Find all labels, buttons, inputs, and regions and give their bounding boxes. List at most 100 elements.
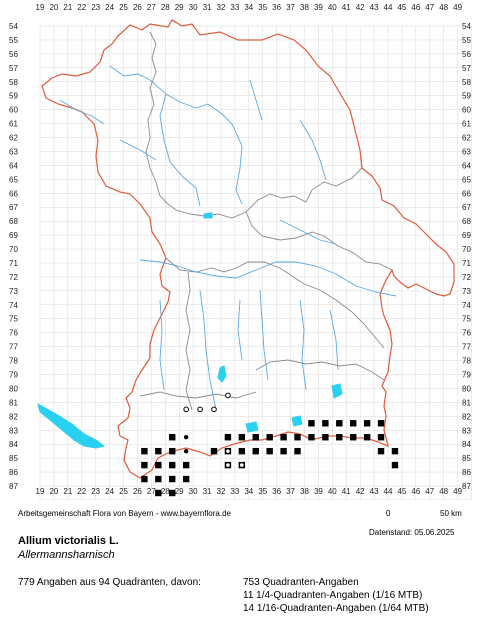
y-axis-label: 60: [462, 106, 471, 115]
x-axis-label: 31: [203, 487, 212, 496]
y-axis-label: 63: [9, 147, 18, 156]
quadrant-record: [169, 489, 176, 497]
quadrant-record: [322, 434, 329, 441]
quadrant-record: [155, 461, 162, 469]
quadrant-record: [266, 434, 273, 441]
y-axis-label: 87: [9, 482, 18, 491]
sixteenth-quadrant-record: [197, 406, 203, 413]
y-axis-label: 74: [462, 301, 471, 310]
y-axis-label: 74: [9, 301, 18, 310]
y-axis-label: 86: [9, 468, 18, 477]
stat-total: 779 Angaben aus 94 Quadranten, davon:: [18, 577, 201, 588]
x-axis-label: 42: [356, 3, 365, 12]
quadrant-record: [182, 475, 190, 483]
quadrant-record: [141, 461, 148, 469]
quadrant-record: [294, 434, 301, 441]
y-axis-label: 82: [9, 412, 18, 421]
y-axis-label: 54: [462, 22, 471, 31]
scale-fifty: 50 km: [440, 509, 462, 518]
y-axis-label: 68: [462, 217, 471, 226]
x-axis-label: 23: [91, 487, 100, 496]
y-axis-label: 83: [462, 426, 471, 435]
y-axis-label: 79: [9, 371, 18, 380]
sixteenth-quadrant-record: [239, 462, 245, 468]
y-axis-label: 58: [9, 78, 18, 87]
x-axis-label: 24: [105, 3, 114, 12]
y-axis-label: 70: [462, 245, 471, 254]
y-axis-label: 77: [462, 343, 471, 352]
y-axis-label: 64: [9, 161, 18, 170]
y-axis-label: 58: [462, 78, 471, 87]
x-axis-label: 37: [286, 3, 295, 12]
y-axis-label: 81: [9, 398, 18, 407]
x-axis-label: 39: [314, 487, 323, 496]
quadrant-record: [350, 434, 357, 441]
y-axis-label: 78: [9, 357, 18, 366]
y-axis-label: 62: [462, 134, 471, 143]
quadrant-record: [169, 475, 176, 483]
quadrant-record: [252, 447, 259, 455]
quadrant-record: [336, 420, 343, 427]
quarter-quadrant-record: [183, 435, 189, 440]
occurrence-marks: [141, 392, 399, 497]
x-axis-label: 26: [133, 3, 142, 12]
x-axis-label: 34: [244, 487, 253, 496]
sixteenth-quadrant-record: [183, 406, 189, 413]
quadrant-record: [377, 420, 385, 427]
quadrant-record: [336, 434, 343, 441]
y-axis-label: 85: [462, 454, 471, 463]
data-date: Datenstand: 05.06.2025: [369, 528, 455, 537]
x-axis-label: 30: [189, 3, 198, 12]
sixteenth-quadrant-record: [225, 448, 231, 454]
x-axis-label: 32: [217, 3, 226, 12]
x-axis-label: 41: [342, 3, 351, 12]
x-axis-label: 35: [258, 3, 267, 12]
y-axis-label: 76: [9, 329, 18, 338]
quadrant-record: [391, 461, 399, 469]
y-axis-label: 60: [9, 106, 18, 115]
y-axis-label: 84: [462, 440, 471, 449]
y-axis-label: 75: [9, 315, 18, 324]
quadrant-record: [182, 461, 190, 469]
y-axis-label: 68: [9, 217, 18, 226]
y-axis-label: 59: [462, 92, 471, 101]
y-axis-label: 80: [9, 384, 18, 393]
x-axis-label: 36: [272, 487, 281, 496]
quadrant-record: [294, 447, 301, 455]
sixteenth-quadrant-record: [211, 406, 217, 413]
x-axis-label: 41: [342, 487, 351, 496]
x-axis-label: 39: [314, 3, 323, 12]
y-axis-label: 55: [462, 36, 471, 45]
grid-axis-labels: 19 19 20 20 21 21 22 22 23 23 24 24 25 25 26 26 27 27 28 28…: [9, 3, 471, 496]
y-axis-label: 67: [9, 203, 18, 212]
x-axis-label: 34: [244, 3, 253, 12]
stat-sixteenth-quadrant: 14 1/16-Quadranten-Angaben (1/64 MTB): [243, 603, 429, 614]
y-axis-label: 71: [462, 259, 471, 268]
x-axis-label: 29: [175, 3, 184, 12]
common-name: Allermannsharnisch: [18, 549, 115, 561]
y-axis-label: 56: [9, 50, 18, 59]
quadrant-record: [155, 447, 162, 455]
y-axis-label: 69: [462, 231, 471, 240]
y-axis-label: 65: [9, 175, 18, 184]
y-axis-label: 66: [9, 189, 18, 198]
y-axis-label: 64: [462, 161, 471, 170]
x-axis-label: 26: [133, 487, 142, 496]
x-axis-label: 47: [425, 487, 434, 496]
y-axis-label: 75: [462, 315, 471, 324]
y-axis-label: 82: [462, 412, 471, 421]
bavaria-border: [41, 19, 455, 479]
y-axis-label: 65: [462, 175, 471, 184]
x-axis-label: 45: [397, 487, 406, 496]
quarter-quadrant-record: [142, 448, 147, 454]
y-axis-label: 66: [462, 189, 471, 198]
x-axis-label: 42: [356, 487, 365, 496]
x-axis-label: 20: [49, 487, 58, 496]
y-axis-label: 61: [9, 120, 18, 129]
x-axis-label: 33: [230, 3, 239, 12]
y-axis-label: 77: [9, 343, 18, 352]
y-axis-label: 85: [9, 454, 18, 463]
x-axis-label: 46: [411, 487, 420, 496]
scale-zero: 0: [386, 509, 391, 518]
x-axis-label: 22: [77, 487, 86, 496]
